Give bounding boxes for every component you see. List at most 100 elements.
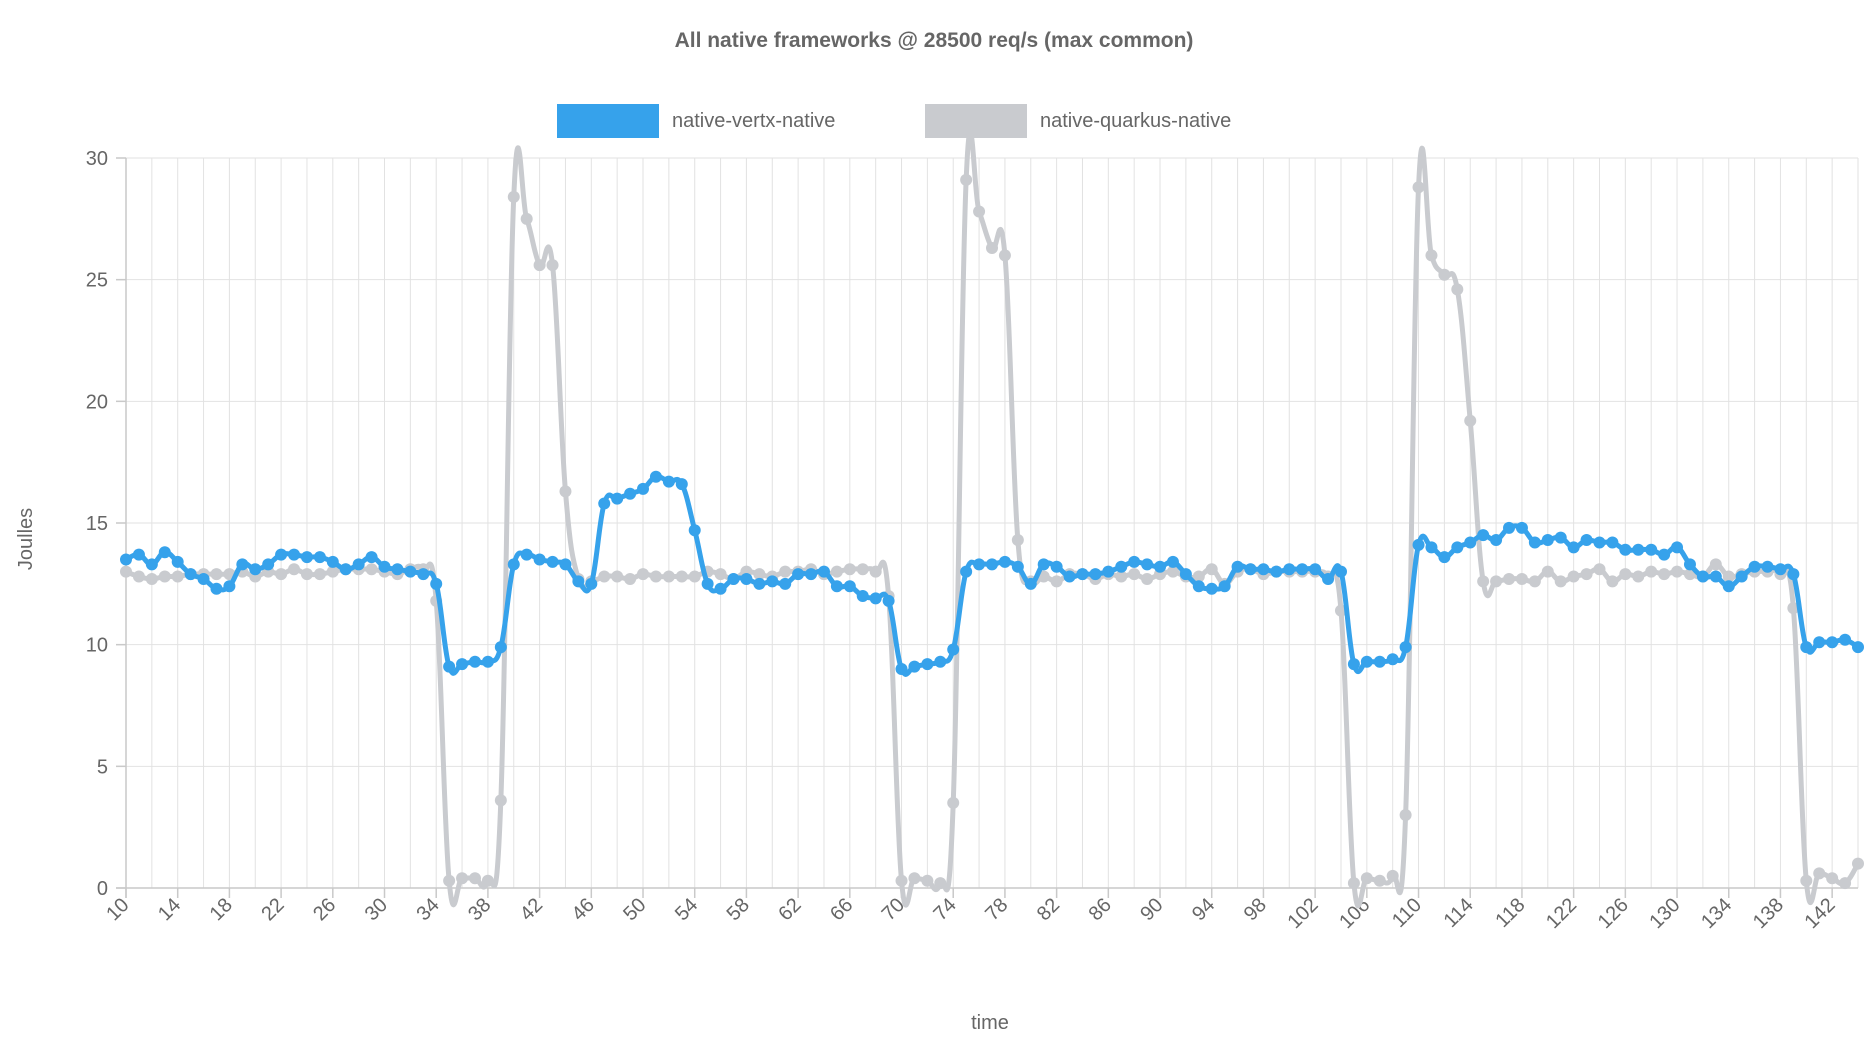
data-point-vertx[interactable] [520,548,533,561]
data-point-vertx[interactable] [1347,658,1360,671]
data-point-quarkus[interactable] [843,563,856,576]
data-point-vertx[interactable] [986,558,998,571]
data-point-vertx[interactable] [430,577,443,590]
data-point-vertx[interactable] [1231,560,1244,573]
data-point-vertx[interactable] [210,582,223,595]
data-point-vertx[interactable] [1360,655,1373,668]
data-point-vertx[interactable] [727,572,740,585]
data-point-quarkus[interactable] [326,565,339,578]
data-point-quarkus[interactable] [1709,558,1722,571]
data-point-vertx[interactable] [753,577,766,590]
data-point-quarkus[interactable] [1567,570,1580,583]
data-point-vertx[interactable] [352,558,365,571]
data-point-vertx[interactable] [882,594,895,607]
data-point-vertx[interactable] [675,478,688,491]
data-point-quarkus[interactable] [1619,568,1632,581]
data-point-vertx[interactable] [494,641,507,654]
data-point-vertx[interactable] [1257,563,1270,576]
data-point-vertx[interactable] [391,563,404,576]
data-point-vertx[interactable] [869,592,882,605]
data-point-quarkus[interactable] [1128,568,1141,581]
data-point-vertx[interactable] [1373,655,1386,668]
data-point-vertx[interactable] [404,565,417,578]
data-point-vertx[interactable] [1658,548,1671,561]
data-point-vertx[interactable] [740,572,753,585]
data-point-vertx[interactable] [262,558,275,571]
data-point-quarkus[interactable] [921,874,934,887]
data-point-vertx[interactable] [300,551,313,564]
data-point-quarkus[interactable] [443,874,456,887]
data-point-vertx[interactable] [365,551,378,564]
data-point-vertx[interactable] [805,568,818,581]
data-point-quarkus[interactable] [1503,572,1516,585]
data-point-vertx[interactable] [624,487,637,500]
data-point-quarkus[interactable] [1606,575,1619,588]
data-point-vertx[interactable] [1192,580,1205,593]
data-point-vertx[interactable] [1541,534,1554,547]
data-point-quarkus[interactable] [998,249,1011,262]
data-point-quarkus[interactable] [714,568,727,581]
data-point-quarkus[interactable] [1477,575,1490,588]
data-point-vertx[interactable] [1141,558,1154,571]
data-point-vertx[interactable] [1024,577,1037,590]
data-point-vertx[interactable] [1283,563,1296,576]
data-point-vertx[interactable] [223,580,236,593]
data-point-quarkus[interactable] [1554,575,1567,588]
data-point-vertx[interactable] [1554,531,1567,544]
data-point-vertx[interactable] [662,475,675,488]
data-point-quarkus[interactable] [1386,869,1399,882]
data-point-vertx[interactable] [1477,529,1490,542]
data-point-vertx[interactable] [443,660,456,673]
data-point-quarkus[interactable] [1852,857,1864,870]
data-point-quarkus[interactable] [688,570,701,583]
data-point-quarkus[interactable] [753,568,766,581]
data-point-vertx[interactable] [1425,541,1438,554]
data-point-vertx[interactable] [792,568,805,581]
data-point-quarkus[interactable] [779,565,792,578]
data-point-vertx[interactable] [973,558,986,571]
data-point-quarkus[interactable] [456,872,469,885]
data-point-quarkus[interactable] [1671,565,1684,578]
data-point-vertx[interactable] [171,555,184,568]
data-point-vertx[interactable] [1076,568,1089,581]
data-point-quarkus[interactable] [1412,181,1425,194]
data-point-vertx[interactable] [120,553,132,566]
data-point-vertx[interactable] [611,492,624,505]
data-point-quarkus[interactable] [171,570,184,583]
data-point-quarkus[interactable] [1839,877,1852,890]
data-point-quarkus[interactable] [1787,602,1800,615]
data-point-vertx[interactable] [1399,641,1412,654]
data-point-vertx[interactable] [378,560,391,573]
data-point-vertx[interactable] [1050,560,1063,573]
data-point-vertx[interactable] [1800,641,1813,654]
data-point-vertx[interactable] [1839,633,1852,646]
data-point-quarkus[interactable] [908,872,921,885]
data-point-quarkus[interactable] [1011,534,1024,547]
data-point-quarkus[interactable] [611,570,624,583]
data-point-vertx[interactable] [1722,580,1735,593]
data-point-vertx[interactable] [145,558,158,571]
data-point-vertx[interactable] [843,580,856,593]
data-point-vertx[interactable] [947,643,960,656]
data-point-vertx[interactable] [1503,521,1516,534]
data-point-quarkus[interactable] [507,190,520,203]
data-point-vertx[interactable] [1037,558,1050,571]
data-point-vertx[interactable] [1089,568,1102,581]
data-point-quarkus[interactable] [1632,570,1645,583]
data-point-vertx[interactable] [1244,563,1257,576]
data-point-vertx[interactable] [1774,563,1787,576]
data-point-vertx[interactable] [1748,560,1761,573]
data-point-vertx[interactable] [1166,555,1179,568]
data-point-vertx[interactable] [1063,570,1076,583]
data-point-quarkus[interactable] [662,570,675,583]
data-point-quarkus[interactable] [520,212,533,225]
data-point-quarkus[interactable] [546,259,559,272]
data-point-quarkus[interactable] [960,173,973,186]
data-point-vertx[interactable] [132,548,145,561]
data-point-vertx[interactable] [1154,560,1167,573]
data-point-vertx[interactable] [701,577,714,590]
data-point-vertx[interactable] [998,555,1011,568]
data-point-quarkus[interactable] [120,565,132,578]
data-point-quarkus[interactable] [275,568,288,581]
data-point-vertx[interactable] [1580,534,1593,547]
